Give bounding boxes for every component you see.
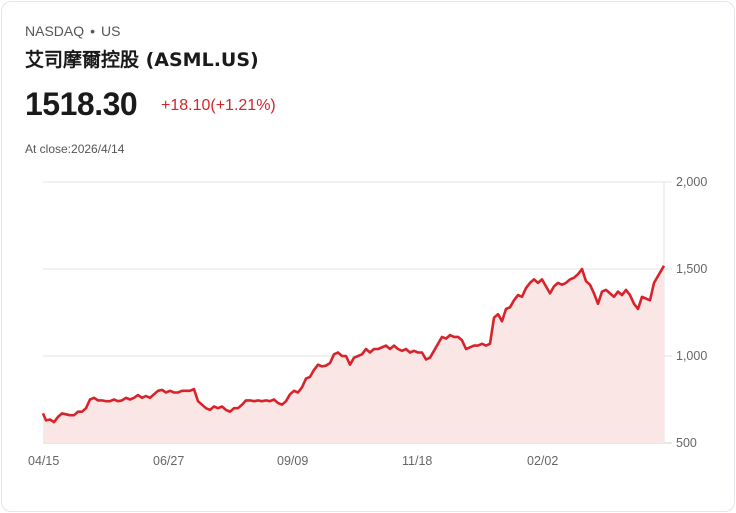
last-price: 1518.30 xyxy=(25,86,138,122)
x-tick-label: 04/15 xyxy=(28,454,59,468)
x-axis: 04/15 06/27 09/09 11/18 02/02 xyxy=(28,454,558,468)
y-tick-label: 1,500 xyxy=(676,262,707,276)
market-name: US xyxy=(101,23,121,39)
x-tick-label: 02/02 xyxy=(527,454,558,468)
stock-title: 艾司摩爾控股 (ASML.US) xyxy=(25,49,259,71)
exchange-name: NASDAQ xyxy=(25,23,85,39)
x-tick-label: 11/18 xyxy=(402,454,432,468)
close-timestamp: At close:2026/4/14 xyxy=(25,142,125,156)
y-tick-label: 500 xyxy=(676,436,697,450)
y-axis: 2,000 1,500 1,000 500 xyxy=(676,175,707,450)
x-tick-label: 06/27 xyxy=(153,454,184,468)
price-line xyxy=(41,265,666,424)
y-tick-label: 1,000 xyxy=(676,349,707,363)
x-tick-label: 09/09 xyxy=(277,454,308,468)
price-change: +18.10(+1.21%) xyxy=(161,97,276,114)
separator-dot: • xyxy=(90,23,96,39)
y-tick-label: 2,000 xyxy=(676,175,707,189)
exchange-line: NASDAQ • US xyxy=(25,23,120,39)
price-area xyxy=(43,265,664,443)
